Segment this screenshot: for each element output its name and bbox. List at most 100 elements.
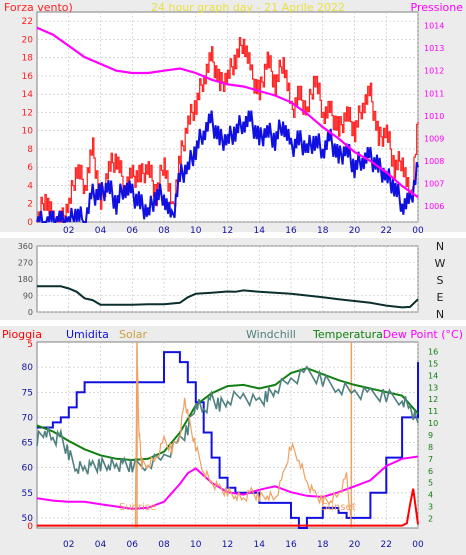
y-left-tick-label: 0 — [27, 218, 33, 228]
y-left-tick-label: 2 — [27, 200, 33, 210]
compass-label: E — [437, 291, 444, 304]
y-left-tick-label: 20 — [22, 35, 34, 45]
y-left-tick-label: 55 — [22, 489, 33, 499]
panel-temp-series — [36, 342, 419, 529]
y-left-tick-label: 80 — [22, 363, 34, 373]
x-tick-label: 02 — [63, 540, 74, 550]
pressure-axis-label: Pressione — [411, 1, 464, 14]
legend-rain: Pioggia — [2, 328, 42, 341]
wind-gust-series — [37, 37, 419, 223]
x-tick-label: 12 — [222, 226, 233, 236]
legend-windchill: Windchill — [246, 328, 296, 341]
x-tick-label: 06 — [127, 226, 139, 236]
y-right-tick-label: 16 — [428, 348, 438, 357]
panel-wind-y-right-ticks: 1006 1007 1008 1009 1010 1011 1012 1013 1014 — [424, 22, 444, 212]
legend-temperature: Temperatura — [312, 328, 383, 341]
y-right-tick-label: 13 — [428, 383, 438, 392]
x-tick-label: 14 — [254, 226, 266, 236]
y-right-tick-label: 9 — [428, 431, 433, 440]
panel-wind-series — [36, 26, 419, 223]
wind-direction-series — [37, 285, 419, 309]
y-right-tick-label: 1012 — [424, 67, 444, 76]
panel-temp-y-right-ticks: 2 3 4 5 6 7 8 9 10 11 12 13 14 15 16 — [428, 348, 438, 524]
x-tick-label: 16 — [285, 226, 297, 236]
y-right-tick-label: 8 — [428, 443, 433, 452]
panel-wind-x-ticks: 02 04 06 08 10 12 14 16 18 20 22 00 — [63, 226, 424, 236]
y-right-tick-label: 1008 — [424, 157, 444, 166]
legend-humidity: Umidita — [66, 328, 109, 341]
y-right-tick-label: 1014 — [424, 22, 444, 31]
temperature-series — [36, 367, 419, 462]
x-tick-label: 08 — [158, 540, 170, 550]
y-right-tick-label: 14 — [428, 371, 438, 380]
y-right-tick-label: 5 — [428, 479, 433, 488]
y-left-tick-label: 18 — [22, 54, 34, 64]
compass-label: N — [436, 308, 444, 321]
y-right-tick-label: 12 — [428, 395, 438, 404]
y-left-tick-label: 0 — [27, 522, 33, 532]
compass-label: W — [435, 257, 446, 270]
y-right-tick-label: 10 — [428, 419, 438, 428]
windchill-series — [36, 365, 419, 476]
x-tick-label: 22 — [381, 540, 392, 550]
x-tick-label: 00 — [412, 226, 424, 236]
y-left-tick-label: 4 — [27, 181, 33, 191]
y-left-tick-label: 14 — [22, 90, 34, 100]
x-tick-label: 06 — [127, 540, 139, 550]
compass-label: N — [436, 240, 444, 253]
y-right-tick-label: 1010 — [424, 112, 444, 121]
panel-direction-grid — [37, 245, 419, 313]
sunset-annotation: Sunset — [321, 502, 355, 513]
direction-tick-label: 270 — [18, 259, 33, 268]
solar-series — [134, 347, 352, 529]
direction-tick-label: 360 — [18, 242, 33, 251]
y-right-tick-label: 1006 — [424, 202, 444, 211]
x-tick-label: 16 — [285, 540, 297, 550]
x-tick-label: 04 — [95, 540, 107, 550]
y-right-tick-label: 2 — [428, 514, 433, 523]
y-left-tick-label: 16 — [22, 72, 34, 82]
x-tick-label: 08 — [158, 226, 170, 236]
y-right-tick-label: 1011 — [424, 89, 444, 98]
x-tick-label: 18 — [317, 226, 329, 236]
humidity-series — [37, 351, 419, 529]
y-left-tick-label: 8 — [27, 145, 33, 155]
x-tick-label: 20 — [349, 540, 361, 550]
legend-solar: Solar — [119, 328, 148, 341]
x-tick-label: 12 — [222, 540, 233, 550]
panel-temp-x-ticks: 02 04 06 08 10 12 14 16 18 20 22 00 — [63, 540, 424, 550]
panel-direction-y-ticks: 360 270 180 90 0 — [18, 242, 33, 317]
y-left-tick-label: 5 — [27, 340, 33, 350]
y-left-tick-label: 22 — [22, 17, 33, 27]
x-tick-label: 10 — [190, 540, 202, 550]
compass-label: S — [437, 274, 444, 287]
x-tick-label: 20 — [349, 226, 361, 236]
y-right-tick-label: 3 — [428, 503, 433, 512]
chart-title: 24 hour graph day - 21 Aprile 2022 — [151, 1, 345, 14]
panel-direction-series — [37, 285, 419, 309]
x-tick-label: 02 — [63, 226, 74, 236]
pressure-series — [36, 26, 419, 199]
y-right-tick-label: 1007 — [424, 180, 444, 189]
y-right-tick-label: 11 — [428, 407, 438, 416]
x-tick-label: 14 — [254, 540, 266, 550]
x-tick-label: 04 — [95, 226, 107, 236]
x-tick-label: 18 — [317, 540, 329, 550]
direction-tick-label: 180 — [18, 275, 33, 284]
y-left-tick-label: 10 — [22, 127, 34, 137]
wind-average-series — [36, 110, 419, 223]
wind-axis-label: Forza vento) — [4, 1, 73, 14]
y-left-tick-label: 75 — [22, 388, 33, 398]
y-left-tick-label: 12 — [22, 108, 33, 118]
rain-series — [37, 488, 419, 527]
y-left-tick-label: 50 — [22, 514, 34, 524]
panel-wind-y-left-ticks: 0 2 4 6 8 10 12 14 16 18 20 22 — [22, 17, 34, 228]
direction-tick-label: 90 — [23, 292, 33, 301]
x-tick-label: 00 — [412, 540, 424, 550]
y-left-tick-label: 60 — [22, 464, 34, 474]
sunrise-annotation: Sunrise — [119, 502, 156, 513]
x-tick-label: 22 — [381, 226, 392, 236]
y-left-tick-label: 6 — [27, 163, 33, 173]
